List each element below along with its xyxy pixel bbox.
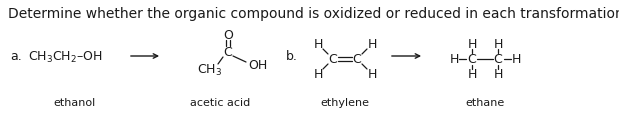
Text: CH$_3$: CH$_3$ [197,62,223,77]
Text: Determine whether the organic compound is oxidized or reduced in each transforma: Determine whether the organic compound i… [8,7,619,21]
Text: acetic acid: acetic acid [190,97,250,107]
Text: H: H [367,68,377,81]
Text: H: H [313,38,322,51]
Text: b.: b. [286,50,298,63]
Text: C: C [223,46,232,59]
Text: H: H [493,38,503,51]
Text: H: H [367,38,377,51]
Text: ethylene: ethylene [321,97,370,107]
Text: O: O [223,29,233,42]
Text: H: H [493,68,503,81]
Text: H: H [467,68,477,81]
Text: ethanol: ethanol [54,97,96,107]
Text: H: H [511,53,521,66]
Text: H: H [467,38,477,51]
Text: H: H [313,68,322,81]
Text: C: C [353,53,361,66]
Text: OH: OH [248,59,267,72]
Text: C: C [467,53,477,66]
Text: C: C [493,53,503,66]
Text: a.: a. [10,50,22,63]
Text: ethane: ethane [465,97,504,107]
Text: CH$_3$CH$_2$–OH: CH$_3$CH$_2$–OH [28,49,103,64]
Text: C: C [329,53,337,66]
Text: H: H [449,53,459,66]
